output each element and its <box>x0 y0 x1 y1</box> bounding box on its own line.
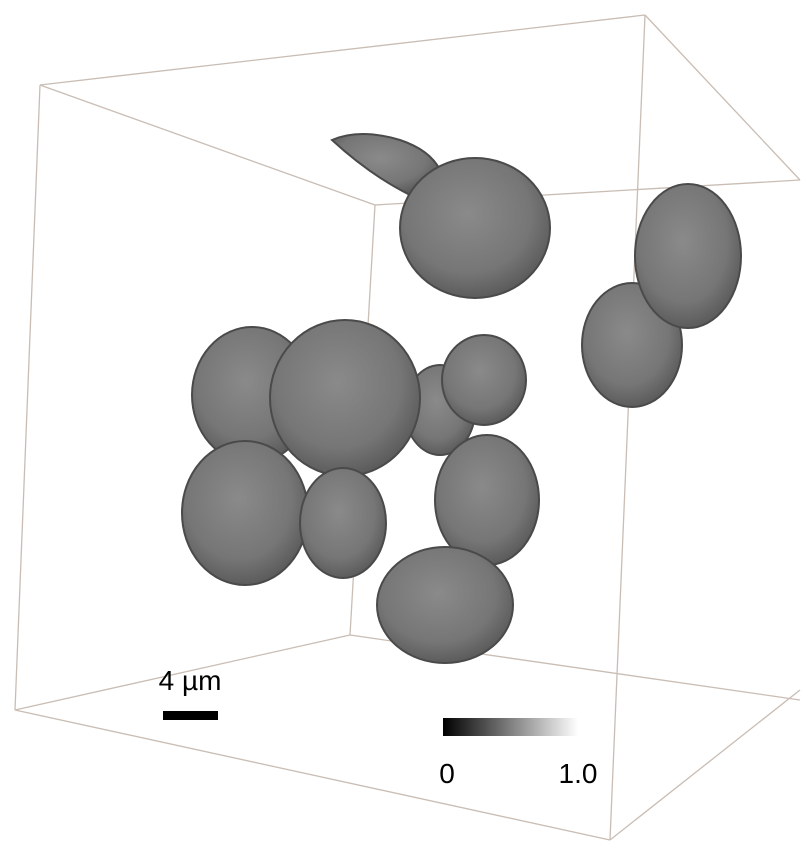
cells <box>182 134 741 663</box>
colorbar-tick-label: 1.0 <box>559 758 598 789</box>
colorbar-tick-label: 0 <box>439 758 455 789</box>
scale-bar-label: 4 µm <box>159 665 222 696</box>
colorbar <box>443 718 578 736</box>
render-view: 4 µm 0 1.0 <box>0 0 802 844</box>
scale-bar <box>163 711 218 720</box>
